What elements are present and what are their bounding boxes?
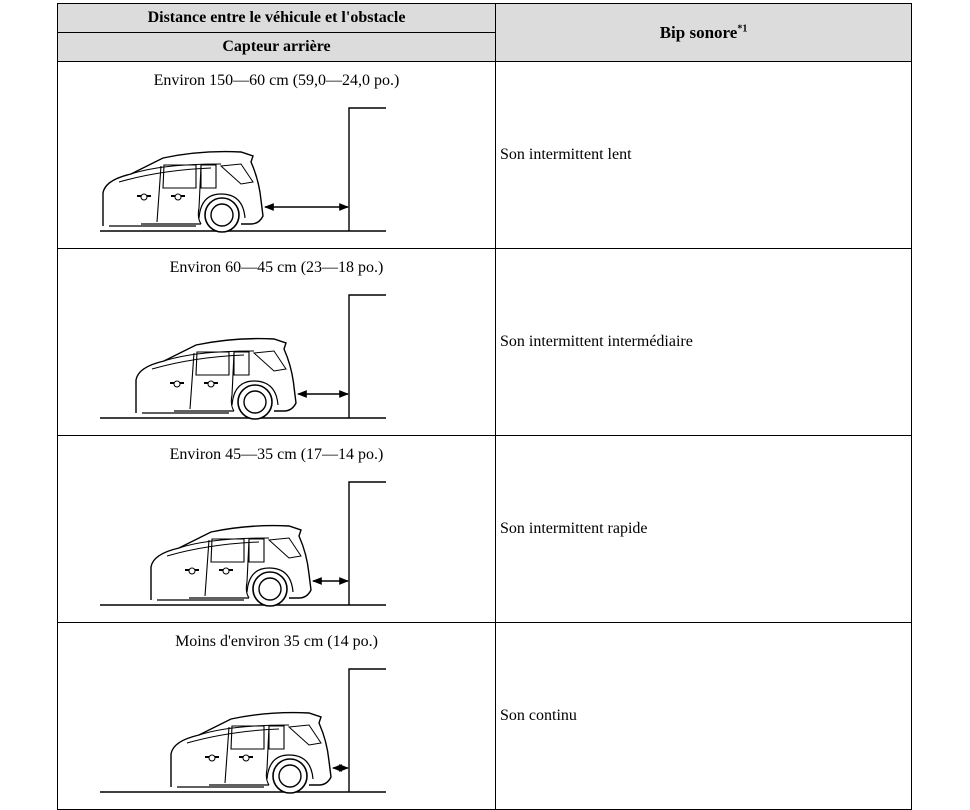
distance-cell: Moins d'environ 35 cm (14 po.)	[57, 622, 496, 810]
header-cell: Distance entre le véhicule et l'obstacle	[57, 3, 496, 33]
distance-text: Environ 150—60 cm (59,0—24,0 po.)	[153, 72, 400, 89]
table-body: Environ 150—60 cm (59,0—24,0 po.) Son int…	[57, 61, 912, 810]
header-cell: Capteur arrière	[57, 32, 496, 62]
table-row: Moins d'environ 35 cm (14 po.) Son contin…	[57, 622, 912, 810]
obstacle	[348, 107, 386, 231]
header-text: Bip sonore	[659, 22, 738, 42]
distance-text: Moins d'environ 35 cm (14 po.)	[175, 633, 378, 650]
footnote-mark: *1	[737, 22, 748, 34]
obstacle	[348, 294, 386, 418]
illustration	[100, 668, 386, 809]
sound-cell: Son intermittent rapide	[495, 435, 912, 623]
vehicle	[136, 339, 296, 419]
table-row: Environ 45—35 cm (17—14 po.) Son intermit…	[57, 435, 912, 623]
vehicle	[171, 713, 331, 793]
table-row: Environ 150—60 cm (59,0—24,0 po.) Son int…	[57, 61, 912, 249]
vehicle	[103, 152, 263, 232]
sound-cell: Son continu	[495, 622, 912, 810]
distance-text: Environ 45—35 cm (17—14 po.)	[169, 446, 384, 463]
illustration	[100, 107, 386, 248]
header-row: Distance entre le véhicule et l'obstacle…	[57, 3, 912, 62]
obstacle	[348, 481, 386, 605]
distance-text: Environ 60—45 cm (23—18 po.)	[169, 259, 384, 276]
header-row: Capteur arrière	[57, 32, 912, 62]
header-cell: Bip sonore*1	[495, 3, 912, 62]
table-row: Environ 60—45 cm (23—18 po.) Son intermit…	[57, 248, 912, 436]
page: Distance entre le véhicule et l'obstacle…	[57, 3, 912, 810]
obstacle	[348, 668, 386, 792]
distance-cell: Environ 60—45 cm (23—18 po.)	[57, 248, 496, 436]
sound-cell: Son intermittent lent	[495, 61, 912, 249]
distance-table: Distance entre le véhicule et l'obstacle…	[57, 3, 912, 810]
sound-cell: Son intermittent intermédiaire	[495, 248, 912, 436]
illustration	[100, 481, 386, 622]
distance-cell: Environ 150—60 cm (59,0—24,0 po.)	[57, 61, 496, 249]
illustration	[100, 294, 386, 435]
distance-cell: Environ 45—35 cm (17—14 po.)	[57, 435, 496, 623]
vehicle	[151, 526, 311, 606]
